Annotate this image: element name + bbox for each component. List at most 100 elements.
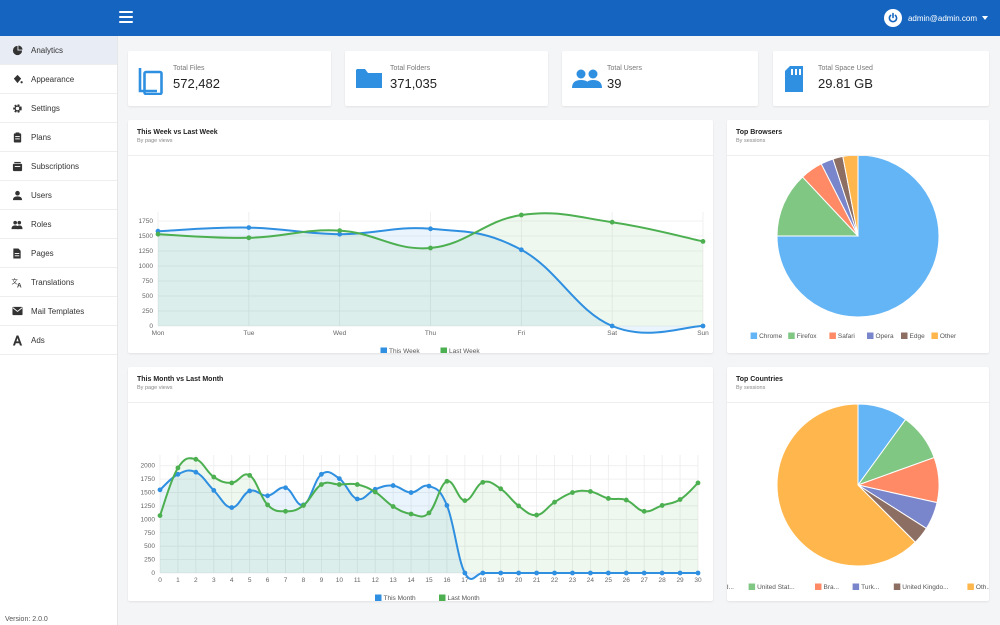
- data-point: [623, 570, 629, 576]
- data-point: [211, 488, 217, 493]
- data-point: [462, 570, 468, 576]
- x-tick-label: Tue: [243, 330, 254, 337]
- data-point: [623, 497, 629, 503]
- pie-slice: [776, 176, 860, 237]
- sidebar-item-plans[interactable]: Plans: [0, 123, 117, 152]
- sidebar-item-settings[interactable]: Settings: [0, 94, 117, 123]
- data-point: [426, 510, 432, 516]
- data-point: [390, 504, 396, 509]
- countries-chart-card: Top Countries By sessions Ind... United S…: [711, 367, 992, 601]
- stat-card-space: Total Space Used 29.81 GB: [773, 51, 989, 106]
- monthly-chart-title: This Month vs Last Month: [137, 376, 224, 383]
- legend-swatch: [967, 583, 974, 590]
- x-tick-label: 29: [676, 577, 684, 584]
- data-point: [211, 474, 217, 480]
- data-point: [534, 570, 539, 576]
- monthly-chart-card: This Month vs Last Month By page views 0…: [128, 367, 713, 602]
- legend-swatch: [788, 332, 795, 339]
- sidebar: Analytics Appearance Settings Plans Subs…: [0, 36, 118, 625]
- y-tick-label: 250: [144, 557, 155, 564]
- pie-slice: [776, 403, 916, 567]
- x-tick-label: 17: [461, 577, 469, 584]
- folder-icon: [355, 65, 382, 91]
- x-tick-label: 11: [354, 577, 361, 584]
- x-tick-label: 18: [479, 577, 487, 584]
- data-point: [552, 499, 557, 505]
- x-tick-label: 20: [515, 577, 523, 584]
- legend-swatch: [931, 332, 938, 339]
- x-tick-label: Wed: [333, 330, 347, 337]
- legend-swatch: [375, 594, 382, 601]
- x-tick-label: 21: [533, 577, 541, 584]
- sidebar-item-ads[interactable]: Ads: [0, 326, 117, 355]
- data-point: [319, 471, 324, 477]
- data-point: [229, 505, 235, 510]
- x-tick-label: 2: [194, 577, 198, 584]
- sidebar-item-mail-templates[interactable]: Mail Templates: [0, 297, 117, 326]
- y-tick-label: 0: [149, 323, 153, 330]
- series-area: [160, 458, 698, 573]
- weekly-chart-title: This Week vs Last Week: [137, 129, 218, 136]
- sidebar-item-roles[interactable]: Roles: [0, 210, 117, 239]
- x-tick-label: Fri: [518, 330, 526, 337]
- sidebar-item-analytics[interactable]: Analytics: [0, 36, 117, 65]
- series-area: [160, 470, 698, 580]
- data-point: [609, 219, 615, 225]
- user-email: admin@admin.com: [907, 13, 977, 23]
- data-point: [641, 508, 647, 514]
- sidebar-item-pages[interactable]: Pages: [0, 239, 117, 268]
- data-point: [695, 480, 701, 486]
- y-tick-label: 2000: [141, 463, 156, 470]
- legend-swatch: [439, 594, 446, 601]
- legend-label: Ind...: [727, 584, 734, 591]
- data-point: [534, 512, 539, 518]
- x-tick-label: 27: [641, 577, 649, 584]
- legend-label: Firefox: [797, 333, 818, 340]
- x-tick-label: Sun: [697, 330, 709, 337]
- data-point: [605, 570, 611, 576]
- data-point: [193, 456, 199, 462]
- data-point: [428, 245, 433, 251]
- data-point: [337, 231, 343, 237]
- mail-icon: [11, 305, 23, 317]
- legend-swatch: [852, 583, 860, 590]
- x-tick-label: 4: [230, 577, 234, 584]
- data-point: [336, 476, 342, 481]
- browsers-chart-title: Top Browsers: [736, 129, 783, 136]
- data-point: [246, 235, 252, 241]
- sidebar-item-appearance[interactable]: Appearance: [0, 65, 117, 94]
- data-point: [659, 503, 665, 508]
- x-tick-label: 26: [623, 577, 631, 584]
- sidebar-item-users[interactable]: Users: [0, 181, 117, 210]
- series-area: [158, 213, 703, 326]
- x-tick-label: Sat: [607, 330, 617, 337]
- browsers-chart-card: Top Browsers By sessions Chrome Firefox Sa…: [727, 120, 989, 353]
- x-tick-label: 10: [336, 577, 344, 584]
- y-tick-label: 500: [144, 543, 155, 550]
- data-point: [659, 570, 665, 576]
- user-menu[interactable]: admin@admin.com: [883, 8, 988, 28]
- svg-text:A: A: [17, 282, 22, 287]
- x-tick-label: 6: [266, 577, 270, 584]
- legend-label: Chrome: [759, 333, 783, 340]
- menu-toggle-button[interactable]: [119, 11, 133, 25]
- stat-card-users: Total Users 39: [562, 51, 758, 106]
- cart-icon: [11, 160, 23, 172]
- legend-swatch: [893, 583, 901, 590]
- users-icon: [11, 218, 23, 230]
- data-point: [193, 469, 199, 475]
- document-icon: [11, 247, 23, 259]
- legend-swatch: [748, 583, 756, 590]
- data-point: [641, 570, 647, 576]
- y-tick-label: 1750: [139, 218, 154, 225]
- data-point: [408, 490, 414, 495]
- data-point: [247, 488, 253, 494]
- y-tick-label: 1500: [139, 233, 154, 240]
- data-point: [157, 513, 163, 519]
- version-label: Version: 2.0.0: [5, 616, 48, 623]
- sidebar-item-subscriptions[interactable]: Subscriptions: [0, 152, 117, 181]
- data-point: [337, 228, 343, 233]
- legend-label: Bra...: [824, 584, 840, 591]
- data-point: [609, 323, 615, 329]
